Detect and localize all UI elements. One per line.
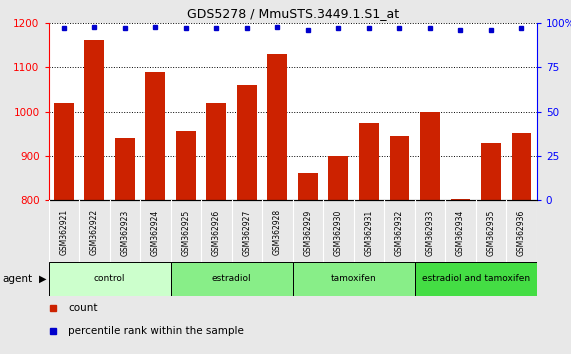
Bar [207,103,226,200]
Text: GSM362924: GSM362924 [151,209,160,256]
Text: count: count [68,303,98,314]
Bar [451,199,471,200]
Text: GSM362923: GSM362923 [120,209,129,256]
Bar [237,85,257,200]
Text: GSM362925: GSM362925 [182,209,190,256]
Bar [292,262,415,296]
Text: GSM362931: GSM362931 [364,209,373,256]
Bar [328,156,348,200]
Bar [176,131,196,200]
Text: GSM362922: GSM362922 [90,209,99,256]
Bar [49,262,171,296]
Title: GDS5278 / MmuSTS.3449.1.S1_at: GDS5278 / MmuSTS.3449.1.S1_at [187,7,399,21]
Text: control: control [94,274,125,283]
Text: agent: agent [3,274,33,284]
Bar [115,138,135,200]
Text: ▶: ▶ [39,274,46,284]
Bar [512,133,532,200]
Text: percentile rank within the sample: percentile rank within the sample [68,326,244,337]
Text: GSM362928: GSM362928 [273,209,282,256]
Text: GSM362927: GSM362927 [242,209,251,256]
Text: GSM362921: GSM362921 [59,209,69,256]
Bar [171,262,292,296]
Bar [54,103,74,200]
Bar [415,262,537,296]
Text: GSM362933: GSM362933 [425,209,435,256]
Text: GSM362929: GSM362929 [303,209,312,256]
Text: tamoxifen: tamoxifen [331,274,376,283]
Bar [298,173,318,200]
Bar [359,122,379,200]
Bar [146,72,165,200]
Text: GSM362930: GSM362930 [334,209,343,256]
Text: GSM362935: GSM362935 [486,209,496,256]
Text: GSM362932: GSM362932 [395,209,404,256]
Bar [267,54,287,200]
Text: GSM362926: GSM362926 [212,209,221,256]
Text: estradiol and tamoxifen: estradiol and tamoxifen [421,274,530,283]
Text: GSM362936: GSM362936 [517,209,526,256]
Bar [389,136,409,200]
Text: estradiol: estradiol [212,274,251,283]
Bar [420,112,440,200]
Text: GSM362934: GSM362934 [456,209,465,256]
Bar [481,143,501,200]
Bar [85,40,104,200]
